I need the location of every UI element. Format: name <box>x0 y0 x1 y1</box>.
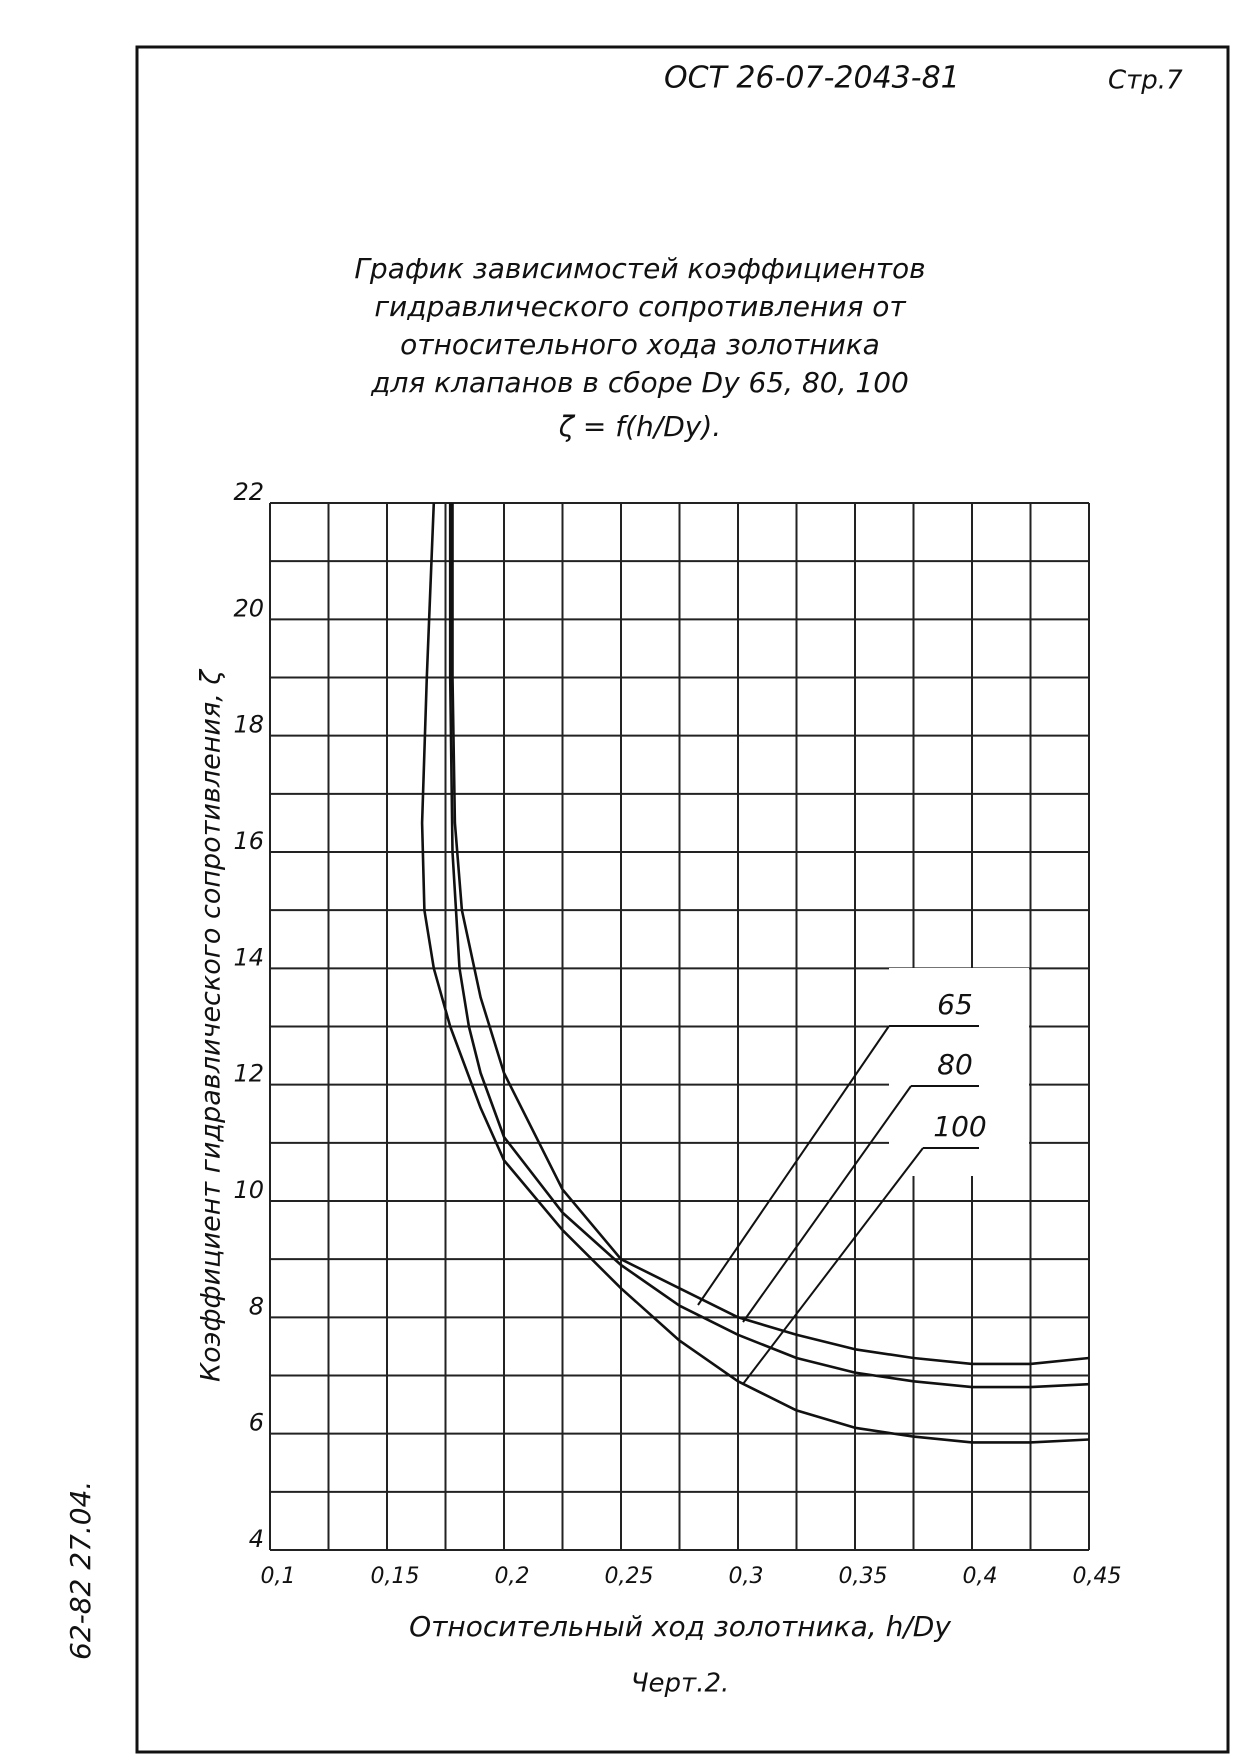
curve <box>451 503 1090 1366</box>
y-tick-label: 14 <box>233 943 264 971</box>
y-tick-label: 6 <box>249 1409 264 1437</box>
x-tick-label: 0,15 <box>371 1564 420 1589</box>
margin-note: 62-82 27.04. <box>64 1481 97 1660</box>
x-tick-label: 0,2 <box>495 1564 530 1589</box>
leader-line <box>742 1085 912 1323</box>
x-tick-label: 0,3 <box>729 1564 764 1589</box>
y-tick-label: 8 <box>249 1292 264 1320</box>
legend-box <box>889 968 1029 1176</box>
chart-title-line: для клапанов в сборе Dу 65, 80, 100 <box>370 366 909 399</box>
x-tick-label: 0,4 <box>963 1564 998 1589</box>
page-number: Стр.7 <box>1108 66 1183 96</box>
x-tick-label: 0,45 <box>1073 1564 1122 1589</box>
y-tick-label: 4 <box>249 1525 264 1553</box>
chart-subtitle: ζ = f(h/Dу). <box>558 410 721 443</box>
x-tick-label: 0,1 <box>261 1564 296 1589</box>
series-label: 100 <box>933 1110 986 1143</box>
series-label: 65 <box>937 988 973 1021</box>
curve <box>448 503 1090 1389</box>
x-tick-label: 0,25 <box>605 1564 654 1589</box>
y-tick-label: 22 <box>233 478 264 506</box>
y-tick-label: 12 <box>233 1060 264 1088</box>
chart-title-line: относительного хода золотника <box>400 328 880 361</box>
y-axis-label: Коэффициент гидравлического сопротивлени… <box>196 669 227 1382</box>
y-tick-label: 18 <box>233 711 264 739</box>
x-axis-label: Относительный ход золотника, h/Dу <box>409 1610 951 1643</box>
y-tick-label: 10 <box>233 1176 264 1204</box>
curve <box>420 502 1090 1444</box>
leader-line <box>742 1147 924 1385</box>
x-tick-label: 0,35 <box>839 1564 888 1589</box>
y-tick-label: 16 <box>233 827 264 855</box>
chart-title-line: гидравлического сопротивления от <box>374 290 906 323</box>
y-tick-label: 20 <box>233 594 264 622</box>
chart-title-line: График зависимостей коэффициентов <box>354 252 925 285</box>
doc-number: ОСТ 26-07-2043-81 <box>664 61 960 96</box>
leader-line <box>697 1025 890 1306</box>
figure-caption: Черт.2. <box>631 1669 730 1699</box>
page-frame <box>135 45 1230 1754</box>
series-label: 80 <box>937 1048 973 1081</box>
